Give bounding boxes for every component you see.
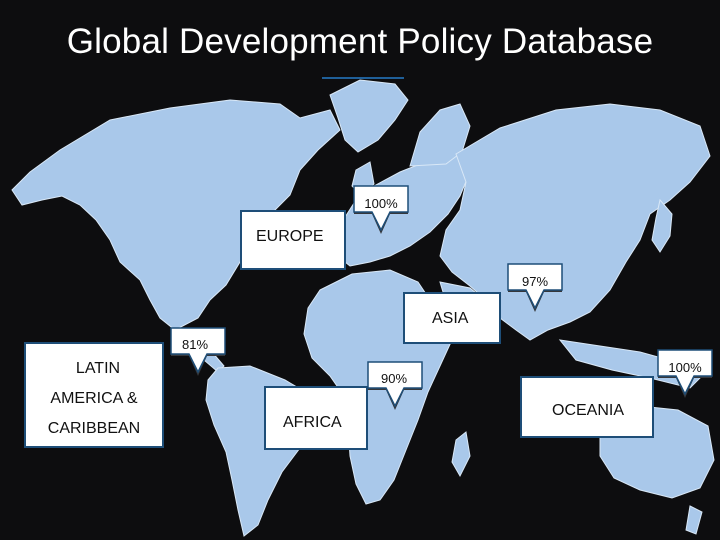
region-label-asia: ASIA <box>403 292 501 344</box>
region-label-latam: LATIN AMERICA & CARIBBEAN <box>24 342 164 448</box>
region-label-africa-text: AFRICA <box>283 414 342 431</box>
region-label-africa: AFRICA <box>264 386 368 450</box>
marker-value-africa: 90% <box>380 371 408 386</box>
marker-pin-africa <box>367 361 423 410</box>
region-label-asia-text: ASIA <box>432 310 469 327</box>
marker-value-latam: 81% <box>181 337 209 352</box>
north-america-landmass <box>11 99 341 331</box>
region-label-europe-text: EUROPE <box>256 228 324 245</box>
greenland-landmass <box>329 79 409 153</box>
page-title: Global Development Policy Database <box>66 22 654 61</box>
madagascar-landmass <box>451 431 471 478</box>
scandinavia-landmass <box>409 103 471 167</box>
region-label-latam-line-1: LATIN <box>75 360 121 377</box>
title-underline <box>322 77 404 79</box>
region-label-latam-line-3: CARIBBEAN <box>47 420 141 437</box>
marker-value-asia: 97% <box>521 274 549 289</box>
new-zealand-landmass <box>685 505 703 535</box>
region-label-oceania: OCEANIA <box>520 376 654 438</box>
region-label-europe: EUROPE <box>240 210 346 270</box>
marker-value-europe: 100% <box>364 196 398 211</box>
japan-landmass <box>651 198 673 253</box>
marker-value-oceania: 100% <box>668 360 702 375</box>
marker-pin-asia <box>507 263 563 312</box>
marker-pin-europe <box>353 185 409 234</box>
marker-pin-oceania <box>657 349 713 398</box>
marker-pin-latam <box>170 327 226 376</box>
region-label-oceania-text: OCEANIA <box>552 402 625 419</box>
region-label-latam-line-2: AMERICA & <box>50 390 138 407</box>
